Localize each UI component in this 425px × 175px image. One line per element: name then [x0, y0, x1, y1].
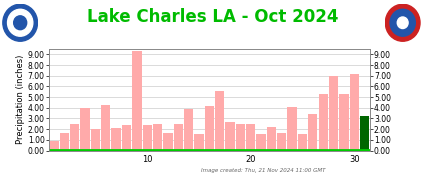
Bar [91, 129, 100, 150]
Bar [215, 91, 224, 150]
Bar [308, 114, 317, 150]
Bar [49, 141, 59, 150]
Text: Lake Charles LA - Oct 2024: Lake Charles LA - Oct 2024 [87, 8, 338, 26]
Text: Image created: Thu, 21 Nov 2024 11:00 GMT: Image created: Thu, 21 Nov 2024 11:00 GM… [201, 168, 326, 173]
Bar [111, 128, 121, 150]
Bar [173, 124, 183, 150]
Bar [225, 122, 235, 150]
Bar [236, 124, 245, 150]
Bar [101, 104, 110, 150]
Bar [153, 124, 162, 150]
Circle shape [3, 4, 37, 41]
Bar [350, 74, 359, 150]
Bar [184, 109, 193, 150]
Bar [205, 106, 214, 150]
Circle shape [8, 9, 33, 36]
Bar [267, 127, 276, 150]
Bar [142, 125, 152, 150]
Bar [80, 108, 90, 150]
Y-axis label: Precipitation (inches): Precipitation (inches) [16, 55, 25, 144]
Bar [277, 133, 286, 150]
Bar [194, 134, 204, 150]
Bar [360, 116, 369, 150]
Bar [60, 133, 69, 150]
Bar [318, 94, 328, 150]
Circle shape [385, 4, 420, 41]
Bar [329, 76, 338, 150]
Circle shape [14, 16, 27, 30]
Bar [287, 107, 297, 150]
Circle shape [390, 9, 415, 36]
Bar [163, 133, 173, 150]
Bar [298, 134, 307, 150]
Bar [132, 51, 142, 150]
Bar [70, 124, 79, 150]
Bar [122, 125, 131, 150]
Bar [339, 94, 348, 150]
Bar [246, 124, 255, 150]
Circle shape [397, 17, 408, 29]
Bar [256, 134, 266, 150]
